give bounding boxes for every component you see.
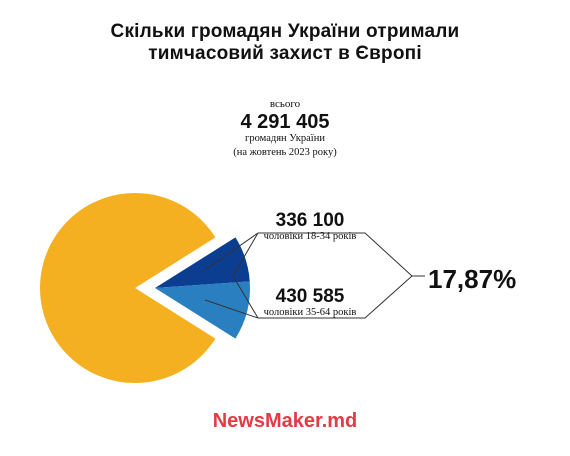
segment-label-18-34: 336 100 чоловіки 18-34 років [230,210,390,242]
segment-value-35-64: 430 585 [275,286,345,307]
total-caption: всього [269,98,301,110]
total-date-note: (на жовтень 2023 року) [233,147,337,158]
pie-slice-18-34 [155,237,250,288]
source-logo-text: NewsMaker.md [212,410,358,432]
segment-label-35-64: 430 585 чоловіки 35-64 років [230,286,390,318]
segment-value-18-34: 336 100 [275,210,345,231]
total-subtitle: громадян України [245,133,325,144]
leader-line-18-34 [204,232,259,271]
leader-line-35-64 [204,299,259,319]
chart-title-line-1: Скільки громадян України отримали [110,21,460,42]
pie-slice-35-64 [155,281,250,339]
segment-desc-35-64: чоловіки 35-64 років [263,307,357,318]
share-percent: 17,87% [428,264,517,294]
pie-slice-rest [40,192,216,383]
segment-desc-18-34: чоловіки 18-34 років [263,231,357,242]
total-value: 4 291 405 [240,111,330,133]
bracket-connector-left [232,232,259,319]
chart-title-line-2: тимчасовий захист в Європі [148,43,422,64]
